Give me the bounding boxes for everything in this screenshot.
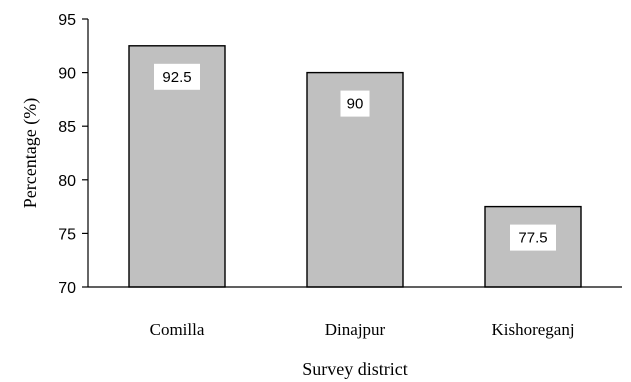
y-tick-label: 75 [58, 226, 76, 243]
data-label: 92.5 [162, 69, 191, 86]
data-label-box [510, 224, 556, 251]
x-tick-label: Dinajpur [325, 320, 386, 339]
y-tick-label: 70 [58, 280, 76, 297]
y-axis-ticks: 70 75 80 85 90 95 [58, 12, 88, 297]
y-tick-label: 80 [58, 173, 76, 190]
bars [128, 45, 582, 288]
data-label: 77.5 [518, 230, 547, 247]
data-label-box [340, 90, 370, 117]
x-axis-title: Survey district [302, 359, 408, 379]
y-tick-label: 85 [58, 119, 76, 136]
y-tick-label: 90 [58, 66, 76, 83]
x-axis-category-labels: Comilla Dinajpur Kishoreganj [150, 320, 575, 339]
data-label-box [154, 63, 200, 90]
x-tick-label: Kishoreganj [491, 320, 574, 339]
data-label: 90 [347, 96, 364, 113]
y-axis-title: Percentage (%) [20, 98, 41, 208]
data-labels: 92.5 90 77.5 [154, 63, 556, 251]
y-tick-label: 95 [58, 12, 76, 29]
x-tick-label: Comilla [150, 320, 205, 339]
